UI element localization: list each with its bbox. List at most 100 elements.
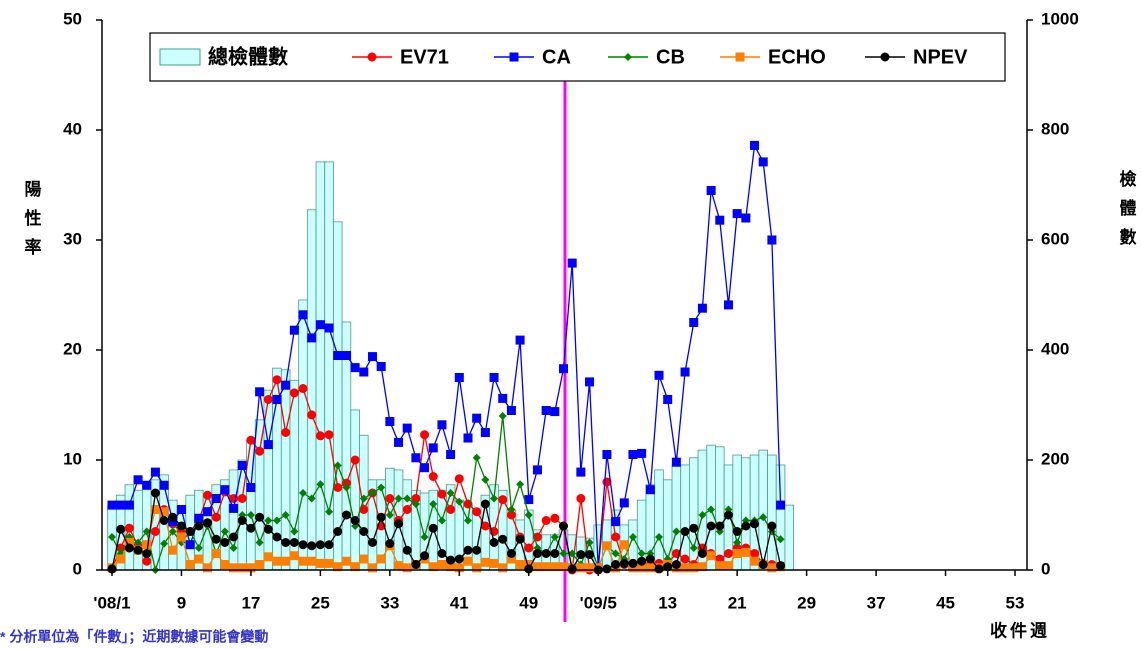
marker xyxy=(741,213,751,223)
bar xyxy=(654,469,664,571)
marker xyxy=(411,500,420,508)
x-tick-label: 53 xyxy=(1006,593,1025,612)
bar xyxy=(471,509,482,571)
marker xyxy=(229,503,239,513)
y-tick-label: 20 xyxy=(63,339,82,358)
marker xyxy=(237,563,247,573)
marker xyxy=(515,534,525,544)
marker xyxy=(576,494,586,503)
marker xyxy=(134,538,143,547)
marker xyxy=(463,545,473,555)
marker xyxy=(150,527,160,536)
marker xyxy=(133,475,143,485)
marker xyxy=(429,500,438,508)
marker xyxy=(289,538,299,547)
marker xyxy=(437,516,446,525)
marker xyxy=(116,524,126,534)
marker xyxy=(185,560,195,569)
marker xyxy=(663,395,673,404)
marker xyxy=(359,554,369,564)
marker xyxy=(689,318,699,327)
marker xyxy=(341,351,351,360)
marker xyxy=(472,507,482,517)
marker xyxy=(255,446,265,456)
marker xyxy=(289,325,299,335)
marker xyxy=(506,510,516,520)
bar xyxy=(133,489,143,571)
marker xyxy=(272,375,282,385)
marker xyxy=(645,554,655,564)
marker xyxy=(463,516,472,525)
y2-tick-label: 800 xyxy=(1041,119,1069,138)
marker xyxy=(672,527,681,536)
marker xyxy=(315,320,325,330)
marker xyxy=(298,540,308,550)
marker xyxy=(446,505,456,514)
marker xyxy=(203,563,213,573)
marker xyxy=(750,519,760,529)
marker xyxy=(680,367,690,377)
marker xyxy=(611,532,621,542)
marker xyxy=(159,516,169,525)
marker xyxy=(541,406,551,415)
marker xyxy=(272,556,282,566)
marker xyxy=(619,540,629,550)
marker xyxy=(567,564,577,574)
marker xyxy=(472,413,482,423)
marker xyxy=(532,465,542,475)
marker xyxy=(689,563,699,573)
marker xyxy=(290,527,299,536)
bar xyxy=(315,161,326,571)
marker xyxy=(707,505,716,514)
marker xyxy=(750,140,760,150)
marker xyxy=(480,499,490,509)
x-tick-label: 17 xyxy=(241,593,260,612)
marker xyxy=(211,494,221,503)
marker xyxy=(481,475,490,484)
marker xyxy=(489,373,499,382)
marker xyxy=(698,511,707,519)
marker xyxy=(168,545,178,555)
marker xyxy=(680,527,690,536)
marker xyxy=(524,511,533,519)
marker xyxy=(376,362,386,371)
marker xyxy=(611,549,620,558)
marker xyxy=(428,523,438,533)
marker xyxy=(176,505,186,514)
marker xyxy=(281,556,291,566)
marker xyxy=(507,505,516,514)
marker xyxy=(211,512,221,522)
bar xyxy=(306,209,317,571)
marker xyxy=(116,500,126,510)
marker xyxy=(472,453,481,462)
marker xyxy=(532,549,542,558)
y2-tick-label: 0 xyxy=(1041,559,1050,578)
marker xyxy=(767,563,777,573)
marker xyxy=(733,538,742,547)
marker xyxy=(194,513,204,523)
marker xyxy=(176,532,186,542)
bar xyxy=(715,446,725,571)
marker xyxy=(559,521,568,531)
legend-label: ECHO xyxy=(768,46,826,68)
marker xyxy=(411,560,421,569)
x-tick-label: 37 xyxy=(867,593,886,612)
marker xyxy=(454,554,464,564)
marker xyxy=(697,303,707,313)
y-tick-label: 0 xyxy=(73,559,82,578)
marker xyxy=(168,527,177,536)
marker xyxy=(367,563,377,573)
marker xyxy=(160,539,169,548)
marker xyxy=(289,551,299,561)
y-tick-label: 30 xyxy=(63,229,82,248)
marker xyxy=(645,563,655,573)
x-tick-label: 21 xyxy=(728,593,747,612)
marker xyxy=(324,558,334,568)
marker xyxy=(706,551,716,561)
marker xyxy=(211,534,221,544)
marker xyxy=(359,367,369,377)
marker xyxy=(506,406,516,415)
marker xyxy=(150,488,160,498)
marker xyxy=(350,455,360,465)
